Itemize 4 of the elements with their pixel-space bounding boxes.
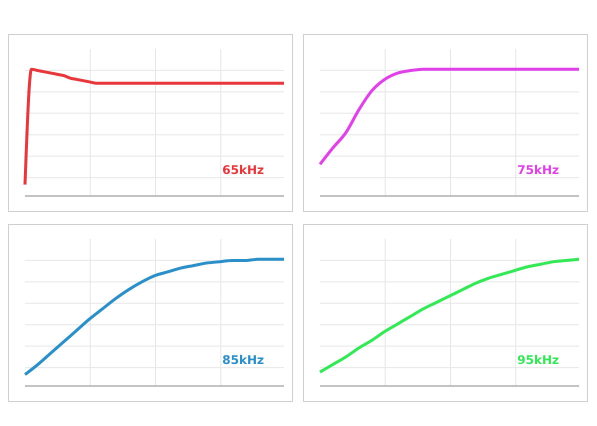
annotation: 65kHz <box>222 163 264 177</box>
annotation: 75kHz <box>517 163 559 177</box>
annotation: 95kHz <box>517 353 559 367</box>
annotation: 85kHz <box>222 353 264 367</box>
